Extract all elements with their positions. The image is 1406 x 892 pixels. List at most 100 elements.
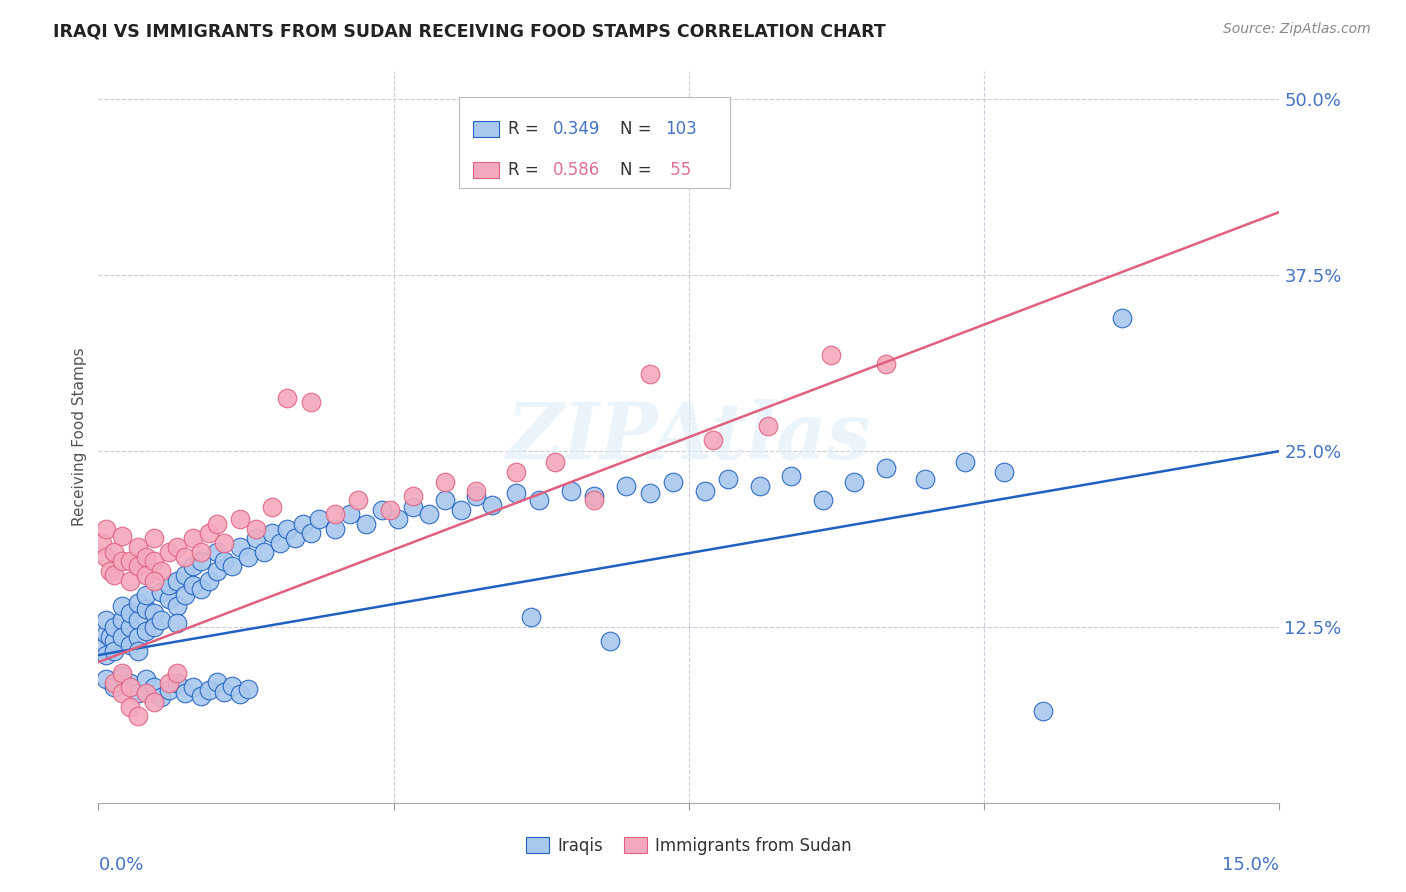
Point: [1111, 310, 1133, 325]
Point: [953, 455, 976, 469]
Point: [214, 554, 236, 568]
Point: [111, 613, 134, 627]
Point: [142, 606, 165, 620]
Point: [166, 574, 188, 588]
Point: [875, 357, 897, 371]
Point: [118, 554, 141, 568]
Point: [127, 540, 149, 554]
Point: [402, 489, 425, 503]
Point: [387, 511, 409, 525]
Point: [157, 578, 180, 592]
Point: [118, 574, 141, 588]
Point: [299, 395, 322, 409]
Point: [520, 610, 543, 624]
Point: [127, 630, 149, 644]
Point: [229, 540, 252, 554]
Point: [174, 549, 197, 564]
Point: [142, 681, 165, 695]
Point: [118, 676, 141, 690]
Point: [127, 708, 149, 723]
Point: [118, 620, 141, 634]
Point: [135, 686, 157, 700]
Legend: Iraqis, Immigrants from Sudan: Iraqis, Immigrants from Sudan: [519, 830, 859, 862]
Point: [111, 528, 134, 542]
Point: [166, 540, 188, 554]
Y-axis label: Receiving Food Stamps: Receiving Food Stamps: [72, 348, 87, 526]
Point: [292, 517, 315, 532]
Point: [127, 686, 149, 700]
Point: [135, 568, 157, 582]
Point: [96, 549, 118, 564]
Point: [174, 568, 197, 582]
Point: [236, 681, 259, 696]
Point: [820, 349, 842, 363]
Point: [91, 641, 114, 656]
Point: [142, 694, 165, 708]
Point: [197, 683, 219, 698]
Point: [111, 554, 134, 568]
Point: [662, 475, 685, 489]
Point: [205, 517, 228, 532]
Point: [103, 644, 125, 658]
Point: [875, 461, 897, 475]
Point: [276, 521, 298, 535]
Point: [205, 545, 228, 559]
Point: [96, 521, 118, 535]
Point: [221, 679, 243, 693]
Point: [127, 613, 149, 627]
Point: [197, 525, 219, 540]
Point: [780, 469, 803, 483]
Point: [465, 489, 488, 503]
Text: Source: ZipAtlas.com: Source: ZipAtlas.com: [1223, 22, 1371, 37]
Point: [433, 475, 456, 489]
Point: [756, 418, 779, 433]
Point: [253, 545, 276, 559]
Point: [638, 367, 661, 381]
Point: [103, 681, 125, 695]
Point: [166, 666, 188, 681]
Point: [96, 613, 118, 627]
FancyBboxPatch shape: [472, 121, 499, 137]
Point: [221, 559, 243, 574]
Text: 0.349: 0.349: [553, 120, 600, 138]
Point: [150, 613, 173, 627]
Point: [844, 475, 866, 489]
Point: [111, 630, 134, 644]
Point: [583, 489, 606, 503]
Text: IRAQI VS IMMIGRANTS FROM SUDAN RECEIVING FOOD STAMPS CORRELATION CHART: IRAQI VS IMMIGRANTS FROM SUDAN RECEIVING…: [53, 22, 886, 40]
Text: ZIPAtlas: ZIPAtlas: [506, 399, 872, 475]
Point: [103, 676, 125, 690]
FancyBboxPatch shape: [472, 162, 499, 178]
Point: [135, 672, 157, 686]
Point: [197, 574, 219, 588]
Text: R =: R =: [508, 120, 544, 138]
Point: [914, 472, 936, 486]
Point: [205, 564, 228, 578]
Point: [118, 606, 141, 620]
Point: [450, 503, 472, 517]
Point: [118, 700, 141, 714]
Point: [560, 483, 582, 498]
Point: [418, 508, 440, 522]
Point: [269, 535, 291, 549]
Point: [245, 521, 267, 535]
Point: [529, 493, 551, 508]
Point: [181, 578, 204, 592]
Point: [118, 681, 141, 695]
Point: [111, 599, 134, 613]
Point: [181, 532, 204, 546]
Point: [96, 648, 118, 662]
Point: [127, 596, 149, 610]
Point: [702, 433, 724, 447]
Point: [323, 508, 346, 522]
Point: [308, 511, 330, 525]
Point: [174, 686, 197, 700]
Point: [505, 486, 527, 500]
Point: [276, 391, 298, 405]
Point: [229, 511, 252, 525]
Text: R =: R =: [508, 161, 544, 179]
Point: [91, 535, 114, 549]
Point: [260, 500, 283, 515]
Point: [103, 545, 125, 559]
Point: [229, 688, 252, 702]
